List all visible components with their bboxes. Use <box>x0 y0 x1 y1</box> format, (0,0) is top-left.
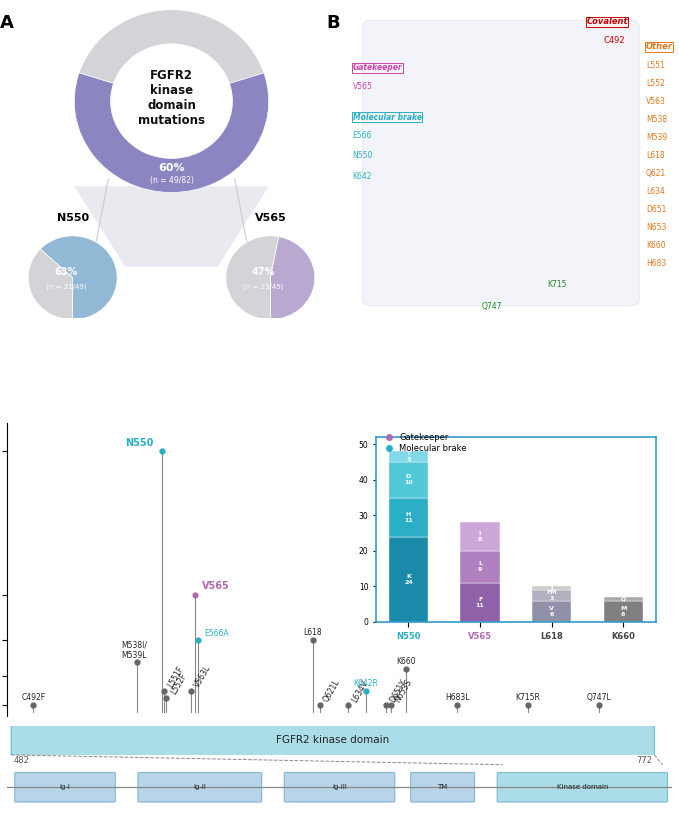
Text: C492F: C492F <box>21 693 45 702</box>
Text: Gatekeeper: Gatekeeper <box>352 63 402 72</box>
Text: N653: N653 <box>646 222 666 231</box>
Text: 772: 772 <box>636 757 653 766</box>
Text: FGFR2 kinase domain: FGFR2 kinase domain <box>276 735 390 745</box>
Text: Ig-I: Ig-I <box>60 784 71 790</box>
Text: TM: TM <box>437 784 447 790</box>
Text: FGFR2
kinase
domain
mutations: FGFR2 kinase domain mutations <box>138 69 205 127</box>
Text: N550: N550 <box>125 438 153 447</box>
Text: K642R: K642R <box>354 679 379 688</box>
Text: (n = 31/49): (n = 31/49) <box>45 284 86 290</box>
Text: K660: K660 <box>646 240 665 249</box>
Text: E566: E566 <box>352 132 372 141</box>
Text: K660: K660 <box>397 657 416 666</box>
Wedge shape <box>270 236 315 320</box>
Text: Q747: Q747 <box>481 302 502 311</box>
Text: H683: H683 <box>646 258 666 267</box>
Text: 60%: 60% <box>158 163 185 173</box>
Text: M538: M538 <box>646 115 667 124</box>
Wedge shape <box>40 236 117 320</box>
Text: N550: N550 <box>352 151 373 160</box>
Text: M539: M539 <box>646 133 667 142</box>
Text: L634: L634 <box>646 187 665 196</box>
Text: L551: L551 <box>646 61 665 70</box>
Text: B: B <box>327 15 340 33</box>
Text: H683L: H683L <box>445 693 469 702</box>
FancyBboxPatch shape <box>12 699 655 782</box>
Text: (n = 49/82): (n = 49/82) <box>149 176 194 185</box>
Text: Q621L: Q621L <box>322 678 342 703</box>
Text: E566A: E566A <box>204 629 229 638</box>
Text: D651Y: D651Y <box>388 677 409 703</box>
Text: K715R: K715R <box>515 693 540 702</box>
Text: D651: D651 <box>646 204 666 213</box>
Text: Other: Other <box>646 43 673 52</box>
Text: L618: L618 <box>646 151 665 160</box>
Text: Covalent: Covalent <box>587 17 628 26</box>
Text: K642: K642 <box>352 172 372 181</box>
FancyBboxPatch shape <box>363 20 639 306</box>
Text: 63%: 63% <box>54 267 77 276</box>
Wedge shape <box>29 249 73 320</box>
FancyBboxPatch shape <box>138 772 261 802</box>
Text: N653S: N653S <box>392 677 413 703</box>
Polygon shape <box>74 187 269 267</box>
FancyBboxPatch shape <box>497 772 667 802</box>
Text: V563L: V563L <box>193 663 213 690</box>
Text: C492: C492 <box>603 36 625 45</box>
Text: Ig-III: Ig-III <box>332 784 347 790</box>
Text: L551F: L551F <box>166 665 186 690</box>
FancyBboxPatch shape <box>15 772 115 802</box>
Wedge shape <box>79 10 264 83</box>
Text: L552: L552 <box>646 79 665 88</box>
Text: N550: N550 <box>56 213 89 223</box>
Text: Q747L: Q747L <box>587 693 611 702</box>
Text: 47%: 47% <box>252 267 276 276</box>
Wedge shape <box>226 236 278 320</box>
Text: 482: 482 <box>14 757 29 766</box>
Legend: Gatekeeper, Molecular brake: Gatekeeper, Molecular brake <box>377 429 471 456</box>
Wedge shape <box>74 73 269 192</box>
Text: Molecular brake: Molecular brake <box>352 113 422 122</box>
Text: V565: V565 <box>255 213 286 223</box>
Text: A: A <box>0 15 14 33</box>
Text: (n = 23/49): (n = 23/49) <box>244 284 284 290</box>
Text: Kinase domain: Kinase domain <box>557 784 608 790</box>
Text: K715: K715 <box>547 280 566 289</box>
Text: V565: V565 <box>352 82 373 91</box>
Text: Ig-II: Ig-II <box>194 784 206 790</box>
Text: L618: L618 <box>304 628 323 637</box>
Text: Q621: Q621 <box>646 169 666 178</box>
Text: V565: V565 <box>202 582 230 591</box>
FancyBboxPatch shape <box>411 772 475 802</box>
FancyBboxPatch shape <box>285 772 394 802</box>
Text: V563: V563 <box>646 97 665 106</box>
Text: L552F: L552F <box>168 672 188 696</box>
Text: L634V: L634V <box>350 678 371 703</box>
Text: M538I/
M539L: M538I/ M539L <box>122 640 147 660</box>
